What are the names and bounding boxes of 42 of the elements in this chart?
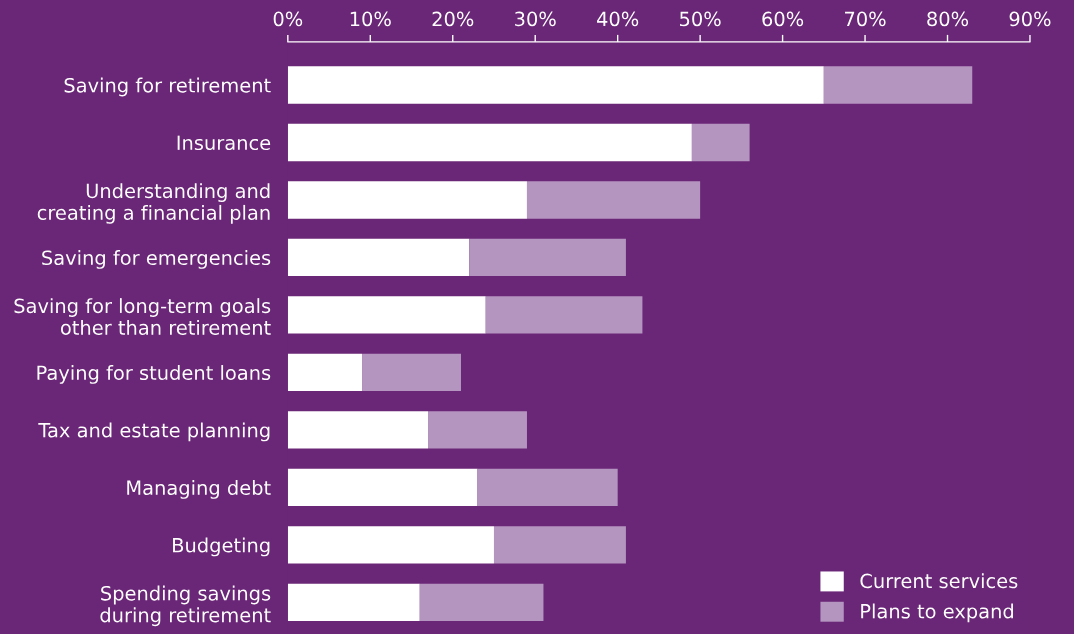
- bar: [469, 238, 626, 277]
- x-tick-label: 50%: [680, 11, 721, 27]
- bar: [493, 526, 626, 564]
- x-tick-label: 90%: [1009, 11, 1051, 27]
- y-tick-label: Managing debt: [127, 480, 271, 499]
- x-tick-label: 20%: [432, 11, 474, 27]
- legend-label: Plans to expand: [861, 603, 1013, 623]
- bar: [287, 66, 824, 104]
- y-tick-label: Tax and estate planning: [38, 422, 270, 442]
- bar: [287, 526, 494, 564]
- x-tick-label: 0%: [273, 11, 303, 27]
- x-tick-label: 10%: [350, 11, 391, 27]
- y-tick-label: Spending savings during retirement: [100, 585, 271, 627]
- x-tick-label: 30%: [515, 11, 556, 27]
- bar: [485, 296, 643, 334]
- bar: [477, 468, 618, 507]
- bar: [287, 181, 527, 219]
- bar: [287, 296, 486, 334]
- y-tick-label: Understanding and creating a financial plan: [37, 183, 270, 224]
- bar: [287, 123, 692, 162]
- legend-label: Current services: [860, 573, 1018, 589]
- bar: [287, 411, 429, 449]
- bar: [526, 181, 701, 219]
- bar: [419, 583, 544, 622]
- bar: [691, 123, 750, 162]
- y-tick-label: Insurance: [177, 135, 271, 151]
- bar: [362, 353, 461, 392]
- x-tick-label: 80%: [927, 11, 969, 27]
- bar: [287, 468, 478, 507]
- bar: [287, 583, 420, 622]
- bar: [823, 66, 973, 104]
- y-tick-label: Paying for student loans: [37, 365, 271, 384]
- bar: [287, 353, 363, 392]
- y-tick-label: Saving for emergencies: [42, 250, 271, 269]
- x-tick-label: 60%: [762, 11, 804, 27]
- bar: [428, 411, 527, 449]
- bar: [287, 238, 470, 277]
- x-tick-label: 70%: [845, 11, 886, 27]
- x-tick-label: 40%: [597, 11, 639, 27]
- y-tick-label: Saving for long-term goals other than retirement: [14, 298, 271, 335]
- y-tick-label: Budgeting: [173, 537, 270, 557]
- y-tick-label: Saving for retirement: [64, 77, 271, 97]
